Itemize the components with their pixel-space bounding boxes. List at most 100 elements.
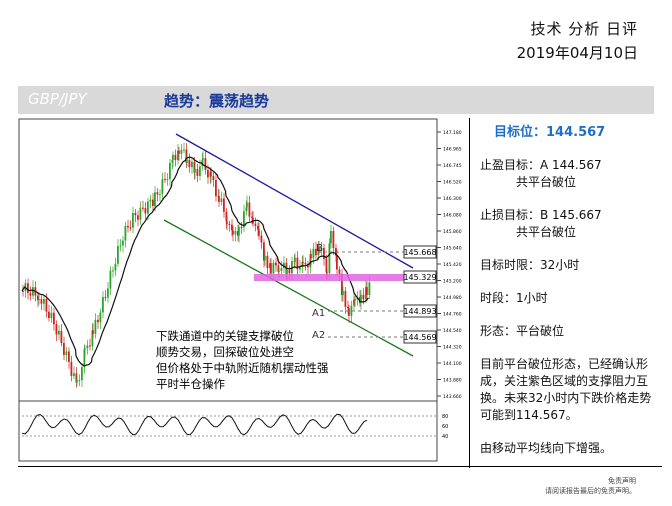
candle-body [45, 299, 48, 312]
candle-body [75, 373, 78, 383]
svg-text:145.329: 145.329 [403, 273, 436, 282]
candle-body [323, 247, 325, 259]
candle-body [342, 290, 344, 296]
candle-body [172, 154, 174, 161]
take-profit-note: 共平台破位 [516, 175, 577, 189]
candle-body [159, 193, 161, 195]
candle-body [152, 199, 154, 206]
candle-body [63, 343, 65, 356]
candle-body [245, 207, 248, 212]
y-tick-label: 144.320 [443, 345, 462, 351]
marker-a1: A1 [312, 308, 325, 319]
candle-body [147, 201, 149, 214]
candle-body [109, 270, 112, 289]
candle-body [210, 171, 212, 177]
candle-body [231, 224, 233, 231]
candle-body [166, 179, 169, 181]
candle-body [344, 290, 347, 307]
y-tick-label: 147.180 [443, 130, 462, 136]
channel-top-line [175, 133, 414, 269]
candle-body [251, 216, 253, 218]
candle-body [204, 158, 207, 170]
y-tick-label: 145.200 [443, 279, 462, 285]
candle-body [315, 248, 317, 256]
candle-body [326, 272, 328, 274]
candle-body [307, 264, 309, 268]
candle-body [302, 261, 304, 263]
candle-body [280, 268, 283, 271]
currency-pair: GBP/JPY [28, 90, 87, 108]
candle-body [341, 273, 343, 296]
candle-body [193, 161, 196, 173]
candle-body [223, 198, 225, 212]
candle-body [99, 312, 102, 323]
candle-body [43, 299, 45, 304]
candle-body [185, 149, 188, 163]
channel-bottom-line [163, 219, 414, 357]
candle-body [40, 299, 43, 304]
candle-body [228, 223, 231, 225]
candle-body [134, 213, 137, 216]
candle-body [232, 230, 234, 235]
candle-body [132, 213, 134, 228]
candle-body [174, 154, 177, 161]
y-tick-label: 144.540 [443, 328, 462, 334]
y-tick-label: 146.965 [443, 147, 462, 153]
candle-body [309, 254, 312, 268]
candle-body [139, 207, 142, 220]
candle-body [149, 199, 152, 202]
stop-loss: 止损目标：B 145.667 共平台破位 [480, 207, 660, 241]
candle-body [225, 211, 228, 222]
candle-body [330, 231, 332, 244]
disclaimer-text: 请阅读报告最后的免责声明。 [545, 487, 636, 495]
candle-body [92, 330, 94, 334]
level-box-1: 145.668 [403, 245, 437, 259]
candle-body [332, 231, 335, 248]
chart-svg: 147.180 146.965 146.745 146.520 146.300 146.0… [18, 118, 466, 464]
candle-body [272, 262, 275, 274]
candle-body [237, 231, 239, 236]
candle-body [240, 227, 243, 229]
candle-body [119, 245, 122, 247]
candle-body [260, 235, 263, 243]
candle-body [177, 150, 179, 161]
svg-text:144.893: 144.893 [403, 307, 436, 316]
y-tick-label: 146.080 [443, 213, 462, 219]
candle-body [188, 159, 191, 168]
price-chart: 147.180 146.965 146.745 146.520 146.300 146.0… [18, 118, 466, 464]
vertical-divider [469, 118, 470, 468]
candle-body [102, 297, 104, 313]
y-tick-label: 146.300 [443, 196, 462, 202]
candle-body [89, 345, 91, 347]
candle-body [243, 211, 245, 228]
candle-body [199, 166, 201, 176]
note-line-3: 但价格处于中轨附近随机摆动性强 [156, 361, 329, 375]
y-tick-label: 145.860 [443, 229, 462, 235]
support-resistance-zone [254, 274, 414, 281]
y-tick-label: 144.760 [443, 312, 462, 318]
candle-body [296, 257, 299, 270]
candle-body [348, 308, 350, 316]
candle-body [270, 263, 272, 274]
candle-body [53, 312, 55, 325]
candle-body [154, 192, 156, 206]
candle-body [283, 262, 285, 269]
y-tick-label: 145.420 [443, 262, 462, 268]
candle-body [171, 160, 174, 163]
candle-body [215, 180, 217, 197]
time-horizon: 目标时限：32小时 [480, 258, 580, 272]
candle-body [48, 311, 50, 319]
candle-body [37, 295, 39, 301]
candle-body [194, 168, 196, 173]
candle-body [238, 227, 240, 236]
candle-body [38, 299, 40, 301]
candle-body [97, 319, 99, 323]
candle-body [310, 254, 312, 259]
report-title: 技术 分析 日评 [530, 20, 638, 38]
osc-tick-label: 40 [442, 434, 448, 440]
candle-body [275, 262, 277, 266]
candle-body [220, 198, 223, 202]
candle-body [212, 176, 215, 181]
candle-body [291, 261, 293, 274]
note-line-1: 下跌通道中的关键支撑破位 [156, 329, 294, 343]
